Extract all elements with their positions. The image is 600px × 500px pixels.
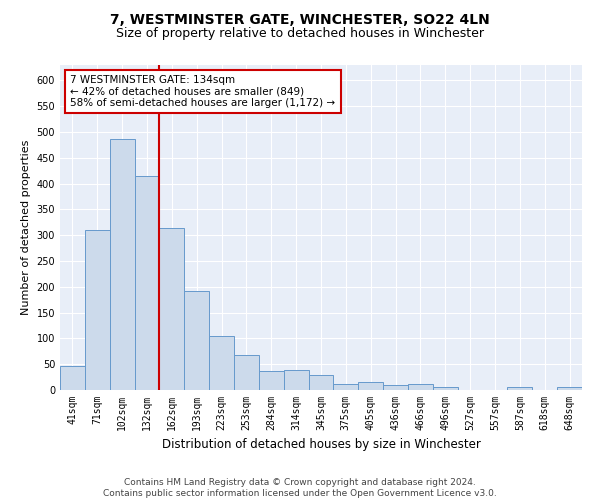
Bar <box>383 385 408 390</box>
Bar <box>134 176 160 390</box>
Text: 7, WESTMINSTER GATE, WINCHESTER, SO22 4LN: 7, WESTMINSTER GATE, WINCHESTER, SO22 4L… <box>110 12 490 26</box>
Bar <box>85 230 110 390</box>
Bar <box>259 371 284 390</box>
Bar <box>334 384 358 390</box>
Bar <box>433 388 458 390</box>
Text: Contains HM Land Registry data © Crown copyright and database right 2024.
Contai: Contains HM Land Registry data © Crown c… <box>103 478 497 498</box>
Y-axis label: Number of detached properties: Number of detached properties <box>21 140 31 315</box>
Bar <box>408 384 433 390</box>
Bar <box>508 388 532 390</box>
Bar <box>184 292 209 390</box>
Bar <box>234 355 259 390</box>
Text: Size of property relative to detached houses in Winchester: Size of property relative to detached ho… <box>116 28 484 40</box>
Text: 7 WESTMINSTER GATE: 134sqm
← 42% of detached houses are smaller (849)
58% of sem: 7 WESTMINSTER GATE: 134sqm ← 42% of deta… <box>70 74 335 108</box>
Bar <box>557 388 582 390</box>
Bar <box>160 228 184 390</box>
Bar <box>209 336 234 390</box>
Bar <box>110 139 134 390</box>
Bar <box>358 382 383 390</box>
Bar <box>308 375 334 390</box>
X-axis label: Distribution of detached houses by size in Winchester: Distribution of detached houses by size … <box>161 438 481 452</box>
Bar <box>60 366 85 390</box>
Bar <box>284 370 308 390</box>
